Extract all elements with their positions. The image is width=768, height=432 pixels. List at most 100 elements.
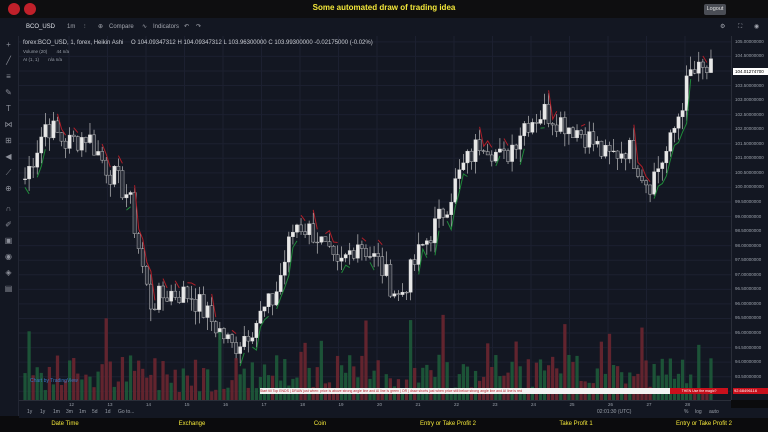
legend-symbol[interactable]: forex:BCO_USD, 1, forex, Heikin Ashi xyxy=(23,40,124,46)
candle-body xyxy=(270,293,275,306)
volume-bar xyxy=(76,373,80,400)
range-button[interactable]: 1m xyxy=(53,409,60,415)
ai-legend[interactable]: AI (1, 1) n/a n/a xyxy=(23,57,62,62)
settings-gear-icon[interactable]: ⚙ xyxy=(720,24,726,30)
volume-bar xyxy=(437,354,441,400)
volume-bar xyxy=(689,374,693,400)
current-price-label: 104.01274700 xyxy=(733,67,768,75)
layers-icon[interactable]: ◈ xyxy=(5,268,12,277)
interval-button[interactable]: 1m xyxy=(67,24,76,30)
time-label: 25 xyxy=(569,402,575,407)
price-label: 94.50000000 xyxy=(735,344,762,350)
undo-icon[interactable]: ↶ xyxy=(184,24,190,30)
volume-bar xyxy=(473,370,478,400)
screenshot-icon[interactable]: ◉ xyxy=(754,24,760,30)
volume-bar xyxy=(59,385,64,400)
crosshair-icon[interactable]: + xyxy=(6,40,11,49)
volume-bar xyxy=(283,359,287,400)
candle-body xyxy=(416,244,421,265)
volume-bar xyxy=(23,373,27,400)
compare-button[interactable]: Compare xyxy=(109,24,134,30)
auto-toggle[interactable]: auto xyxy=(709,409,719,415)
zoom-icon[interactable]: ⊕ xyxy=(5,184,12,193)
candle-body xyxy=(295,224,299,233)
brush-icon[interactable]: ✎ xyxy=(5,88,12,97)
symbol-search[interactable]: BCO_USD xyxy=(26,24,56,30)
prediction-icon[interactable]: ⊞ xyxy=(5,136,12,145)
trash-icon[interactable]: ▤ xyxy=(4,284,13,293)
arrow-left-icon[interactable]: ◀ xyxy=(5,152,12,161)
candle-body xyxy=(222,328,226,340)
app-logo-icon-2 xyxy=(24,3,36,15)
candle-body xyxy=(339,257,344,262)
lock-icon[interactable]: ▣ xyxy=(4,236,13,245)
volume-bar xyxy=(607,333,612,400)
candle-body xyxy=(282,261,287,276)
eye-icon[interactable]: ◉ xyxy=(5,252,12,261)
range-button[interactable]: 1y xyxy=(40,409,46,415)
volume-bar xyxy=(457,374,461,400)
pattern-icon[interactable]: ⋈ xyxy=(4,120,13,129)
time-label: 21 xyxy=(415,402,421,407)
ruler-icon[interactable]: ⟋ xyxy=(5,168,12,177)
fib-icon[interactable]: ≡ xyxy=(6,72,11,81)
indicators-icon[interactable]: ∿ xyxy=(142,24,148,30)
candle-body xyxy=(672,128,677,133)
tradingview-logo[interactable]: Chart by TradingView xyxy=(30,378,78,384)
trendline-icon[interactable]: ╱ xyxy=(6,56,11,65)
volume-bar xyxy=(575,355,579,400)
chart-style-icon[interactable]: ⫶ xyxy=(84,24,86,30)
fullscreen-icon[interactable]: ⛶ xyxy=(738,24,743,30)
candle-body xyxy=(108,174,113,185)
volume-bar xyxy=(344,372,348,400)
range-button[interactable]: 1y xyxy=(27,409,33,415)
range-button[interactable]: Go to... xyxy=(118,409,135,415)
price-axis[interactable]: 105.00000000104.50000000104.00000000103.… xyxy=(731,36,768,400)
volume-values: 44 n/a xyxy=(56,49,70,54)
candle-body xyxy=(80,137,84,151)
time-axis[interactable]: 12 13 14 15 16 17 18 19 20 21 22 23 24 25 26 27 28 xyxy=(19,400,731,411)
candle-body xyxy=(311,223,316,243)
candle-body xyxy=(380,256,385,276)
range-button[interactable]: 3m xyxy=(66,409,73,415)
volume-bar xyxy=(506,372,510,400)
range-button[interactable]: 1m xyxy=(79,409,86,415)
candle-body xyxy=(465,150,470,164)
logout-button[interactable]: Logout xyxy=(704,4,726,15)
percent-toggle[interactable]: % xyxy=(684,409,689,415)
candle-body xyxy=(607,145,612,152)
chart-canvas[interactable] xyxy=(19,36,731,400)
indicators-button[interactable]: Indicators xyxy=(153,24,180,30)
volume-bar xyxy=(668,358,673,400)
candle-body xyxy=(132,192,137,234)
volume-bar xyxy=(137,360,141,400)
range-button[interactable]: 5d xyxy=(92,409,98,415)
range-button[interactable]: 1d xyxy=(105,409,111,415)
candle-body xyxy=(120,170,125,199)
volume-bar xyxy=(595,368,599,400)
volume-bar xyxy=(72,358,76,400)
volume-bar xyxy=(254,388,259,400)
volume-bar xyxy=(319,340,323,400)
candle-body xyxy=(550,123,555,126)
volume-bar xyxy=(112,386,116,400)
text-tool-icon[interactable]: T xyxy=(6,104,11,113)
price-chart[interactable]: forex:BCO_USD, 1, forex, Heikin Ashi O 1… xyxy=(19,36,731,400)
stay-drawing-icon[interactable]: ✐ xyxy=(5,220,12,229)
log-toggle[interactable]: log xyxy=(695,409,702,415)
candle-body xyxy=(640,176,644,181)
redo-icon[interactable]: ↷ xyxy=(196,24,202,30)
volume-bar xyxy=(80,379,84,400)
utc-clock[interactable]: 02:01:30 (UTC) xyxy=(597,409,632,415)
candle-body xyxy=(684,75,689,111)
candle-body xyxy=(644,180,648,186)
volume-legend[interactable]: Volume (20) 44 n/a xyxy=(23,49,69,54)
candle-body xyxy=(485,151,490,156)
time-label: 27 xyxy=(646,402,652,407)
volume-bar xyxy=(303,342,307,400)
volume-bar xyxy=(128,355,133,400)
compare-icon[interactable]: ⊕ xyxy=(98,24,104,30)
magnet-icon[interactable]: ∩ xyxy=(5,204,12,213)
candle-body xyxy=(668,132,673,152)
legend-close: C 103.99300000 xyxy=(268,40,313,46)
